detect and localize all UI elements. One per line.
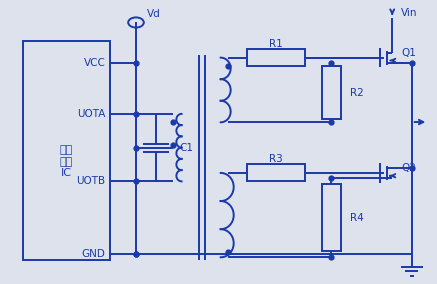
Text: 电源
控制
IC: 电源 控制 IC <box>60 145 73 178</box>
Text: R1: R1 <box>269 39 283 49</box>
Text: GND: GND <box>82 249 106 260</box>
Text: R2: R2 <box>350 87 364 97</box>
Text: Q2: Q2 <box>402 163 416 173</box>
Bar <box>322 184 341 251</box>
Text: Vin: Vin <box>401 8 417 18</box>
Text: UOTA: UOTA <box>77 109 106 119</box>
Text: C1: C1 <box>180 143 194 153</box>
Text: Q1: Q1 <box>402 48 416 58</box>
Bar <box>247 49 305 66</box>
Text: Vd: Vd <box>147 9 161 19</box>
Bar <box>322 66 341 119</box>
Bar <box>23 41 110 260</box>
Text: VCC: VCC <box>84 58 106 68</box>
Text: R3: R3 <box>269 154 283 164</box>
Bar <box>247 164 305 181</box>
Text: UOTB: UOTB <box>76 176 106 186</box>
Text: R4: R4 <box>350 213 364 223</box>
